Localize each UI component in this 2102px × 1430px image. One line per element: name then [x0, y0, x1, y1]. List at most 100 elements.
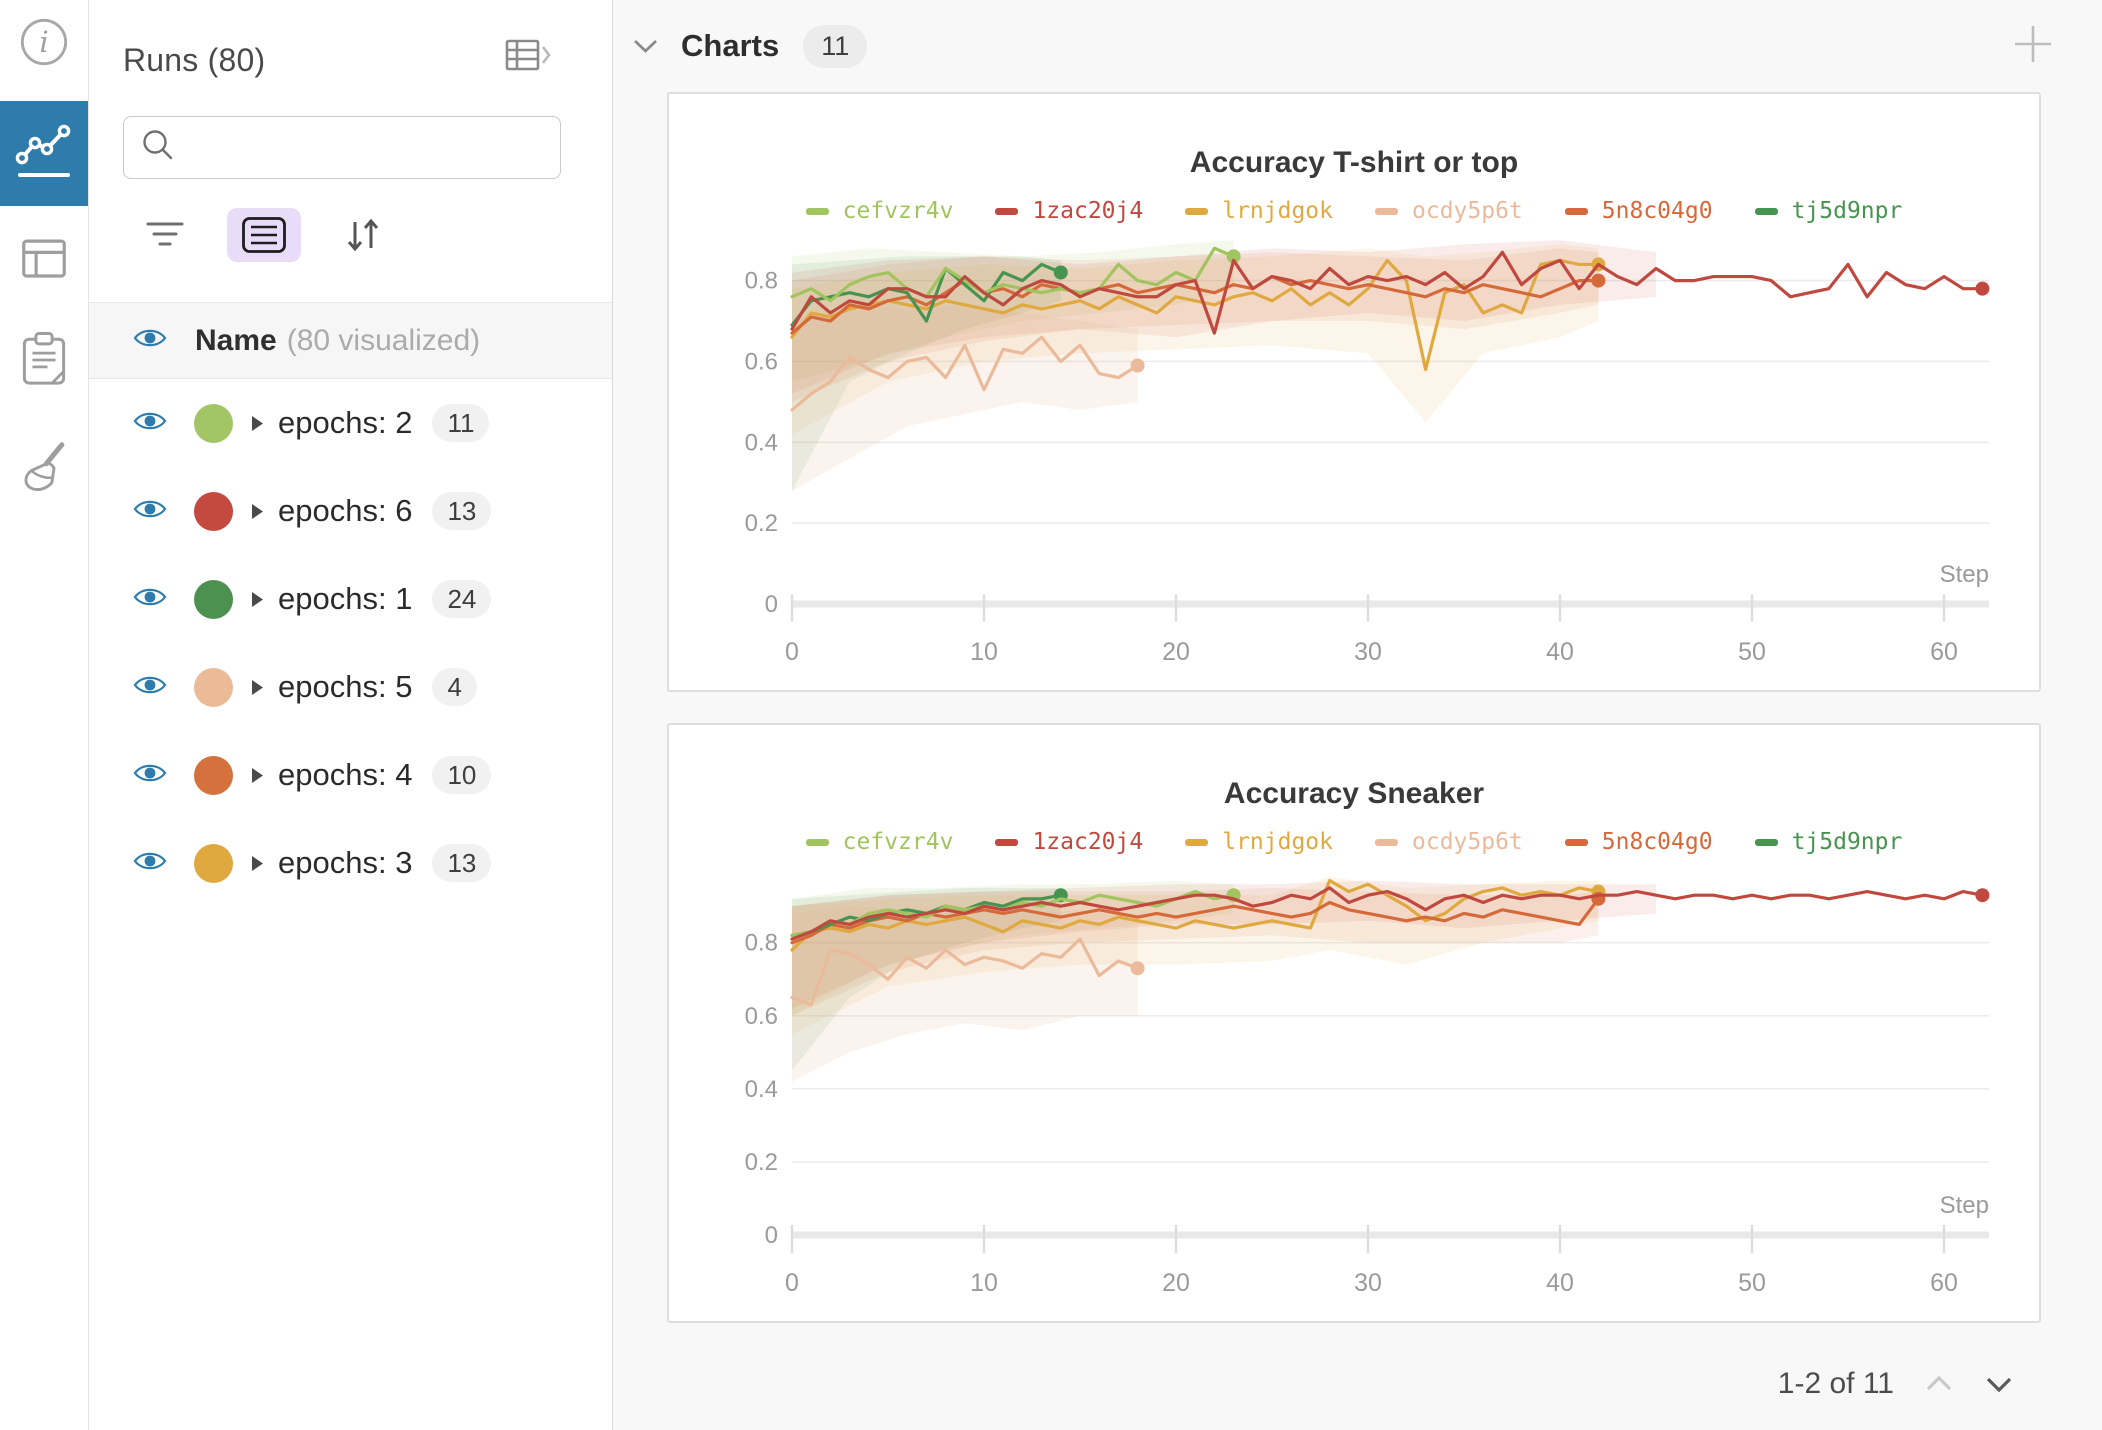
visibility-eye-icon[interactable]	[133, 584, 167, 615]
panel-pagination: 1-2 of 11	[1778, 1360, 2014, 1408]
run-group-color-dot	[194, 667, 233, 707]
legend-run-name: lrnjdgok	[1222, 829, 1333, 855]
svg-text:0.8: 0.8	[745, 930, 778, 957]
runs-panel-title: Runs (80)	[123, 41, 266, 78]
legend-swatch	[1754, 838, 1778, 846]
run-row: epochs: 4 10	[89, 731, 612, 819]
legend-item[interactable]: lrnjdgok	[1185, 829, 1333, 855]
visibility-eye-icon[interactable]	[133, 325, 167, 356]
run-group-label: epochs: 6	[278, 493, 413, 528]
run-group-label: epochs: 4	[278, 757, 413, 792]
svg-text:0.4: 0.4	[745, 429, 778, 456]
run-count-badge: 4	[432, 667, 477, 707]
broom-icon	[15, 437, 73, 500]
run-group-label: epochs: 2	[278, 405, 413, 440]
visibility-eye-icon[interactable]	[133, 408, 167, 439]
run-group-color-dot	[194, 403, 233, 443]
visibility-eye-icon[interactable]	[133, 496, 167, 527]
runs-name-header-row: Name (80 visualized)	[89, 302, 612, 379]
legend-item[interactable]: 5n8c04g0	[1564, 198, 1713, 224]
info-icon: i	[18, 16, 70, 73]
svg-text:30: 30	[1354, 638, 1382, 666]
expand-runs-table-button[interactable]	[505, 38, 551, 74]
table-icon	[17, 231, 71, 290]
legend-swatch	[1375, 207, 1398, 215]
visibility-eye-icon[interactable]	[133, 760, 167, 791]
expand-caret-icon[interactable]	[251, 855, 264, 872]
filter-button[interactable]	[137, 208, 193, 262]
svg-text:0: 0	[785, 638, 799, 666]
runs-search-box[interactable]	[123, 116, 561, 179]
page-down-chevron-icon[interactable]	[1984, 1374, 2014, 1394]
legend-item[interactable]: lrnjdgok	[1185, 198, 1333, 224]
x-axis-label: Step	[1940, 1192, 1989, 1219]
svg-text:0.2: 0.2	[745, 1149, 778, 1176]
charts-workspace: Charts 11 Accuracy T-shirt or top cefvzr4…	[613, 0, 2102, 1430]
nav-charts-active[interactable]	[0, 101, 88, 206]
expand-caret-icon[interactable]	[251, 679, 264, 696]
svg-text:0: 0	[765, 1222, 778, 1249]
nav-sweep[interactable]	[0, 436, 88, 500]
page-up-chevron-icon[interactable]	[1924, 1374, 1954, 1394]
svg-text:50: 50	[1738, 638, 1766, 666]
chart-legend: cefvzr4v 1zac20j4 lrnjdgok ocdy5p6t 5n8c04g0…	[669, 829, 2039, 855]
legend-swatch	[1375, 838, 1398, 846]
run-row: epochs: 1 24	[89, 555, 612, 643]
legend-swatch	[995, 207, 1019, 215]
run-group-label: epochs: 5	[278, 669, 413, 704]
name-column-label: Name	[195, 323, 277, 357]
legend-item[interactable]: 1zac20j4	[995, 829, 1143, 855]
nav-info[interactable]: i	[0, 14, 88, 74]
legend-run-name: 5n8c04g0	[1601, 198, 1713, 224]
run-group-color-dot	[194, 843, 233, 883]
expand-caret-icon[interactable]	[251, 503, 264, 520]
nav-table[interactable]	[0, 230, 88, 290]
legend-run-name: tj5d9npr	[1791, 829, 1903, 855]
clipboard-icon	[16, 330, 72, 395]
run-row: epochs: 3 13	[89, 819, 612, 907]
legend-swatch	[995, 838, 1019, 846]
expand-caret-icon[interactable]	[251, 591, 264, 608]
svg-text:40: 40	[1546, 638, 1574, 666]
svg-text:0: 0	[765, 591, 778, 618]
legend-item[interactable]: 5n8c04g0	[1564, 829, 1713, 855]
legend-swatch	[1564, 207, 1588, 215]
run-count-badge: 13	[432, 491, 492, 531]
search-icon	[140, 127, 176, 168]
legend-item[interactable]: tj5d9npr	[1754, 198, 1902, 224]
legend-item[interactable]: ocdy5p6t	[1375, 829, 1523, 855]
chart-panel-accuracy-sneaker: Accuracy Sneaker cefvzr4v 1zac20j4 lrnjdgok…	[667, 723, 2041, 1323]
svg-text:0.4: 0.4	[745, 1076, 778, 1103]
visibility-eye-icon[interactable]	[133, 672, 167, 703]
legend-item[interactable]: tj5d9npr	[1754, 829, 1903, 855]
nav-notes[interactable]	[0, 330, 88, 395]
legend-swatch	[1564, 838, 1588, 846]
collapse-section-chevron-icon[interactable]	[632, 38, 659, 55]
legend-item[interactable]: ocdy5p6t	[1375, 198, 1523, 224]
legend-run-name: 1zac20j4	[1032, 829, 1144, 855]
chart-legend: cefvzr4v 1zac20j4 lrnjdgok ocdy5p6t 5n8c04g0…	[669, 198, 2039, 224]
run-group-color-dot	[194, 491, 233, 531]
charts-section-header: Charts 11	[613, 24, 868, 68]
expand-caret-icon[interactable]	[251, 415, 264, 432]
legend-swatch	[1185, 207, 1209, 215]
sort-button[interactable]	[335, 208, 391, 262]
expand-caret-icon[interactable]	[251, 767, 264, 784]
runs-toolbar	[123, 205, 561, 265]
nav-rail: i	[0, 0, 89, 1430]
visibility-eye-icon[interactable]	[133, 848, 167, 879]
legend-item[interactable]: 1zac20j4	[995, 198, 1143, 224]
svg-text:20: 20	[1162, 1269, 1190, 1297]
legend-run-name: cefvzr4v	[842, 198, 954, 224]
legend-run-name: ocdy5p6t	[1412, 198, 1523, 224]
runs-panel: Runs (80)	[89, 0, 613, 1430]
chart-plot[interactable]: 0 0.2 0.4 0.6 0.8 0 10 20 30 40 50 60 Step	[669, 224, 2039, 694]
legend-item[interactable]: cefvzr4v	[805, 198, 954, 224]
list-view-button[interactable]	[227, 208, 301, 262]
add-panel-button[interactable]	[2011, 22, 2055, 66]
runs-search-input[interactable]	[188, 132, 548, 163]
chart-panel-accuracy-t-shirt-or-top: Accuracy T-shirt or top cefvzr4v 1zac20j4 l…	[667, 92, 2041, 692]
chart-plot[interactable]: 0 0.2 0.4 0.6 0.8 0 10 20 30 40 50 60 Step	[669, 855, 2039, 1325]
legend-run-name: cefvzr4v	[842, 829, 954, 855]
legend-item[interactable]: cefvzr4v	[805, 829, 954, 855]
